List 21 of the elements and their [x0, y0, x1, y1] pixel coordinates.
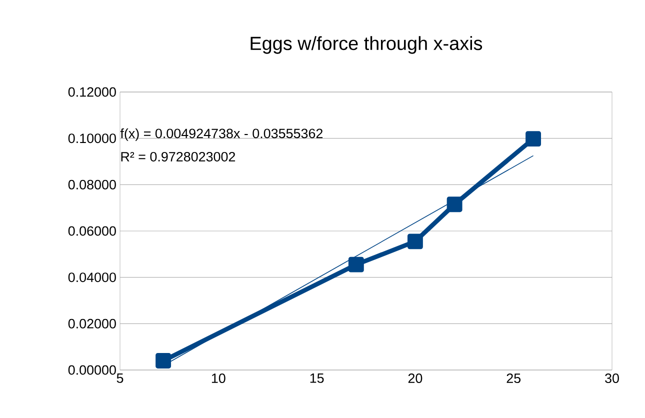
- annotation: f(x) = 0.004924738x - 0.03555362: [120, 128, 323, 141]
- x-tick-label: 30: [605, 374, 619, 384]
- y-tick-label: 0.10000: [68, 134, 116, 144]
- x-tick-label: 10: [212, 374, 226, 384]
- point: [156, 353, 172, 368]
- y-tick-label: 0.06000: [68, 226, 116, 236]
- y-tick-label: 0.12000: [68, 87, 116, 97]
- point: [407, 234, 423, 250]
- x-tick-label: 20: [408, 374, 422, 384]
- y-tick-label: 0.00000: [68, 365, 116, 375]
- y-tick-label: 0.04000: [68, 272, 116, 282]
- point: [526, 131, 542, 147]
- point: [446, 196, 462, 212]
- chart-title: Eggs w/force through x-axis: [250, 36, 482, 54]
- y-tick-label: 0.08000: [68, 180, 116, 190]
- point: [348, 256, 364, 272]
- y-tick-label: 0.02000: [68, 318, 116, 328]
- x-tick-label: 15: [310, 374, 324, 383]
- x-tick-label: 5: [116, 374, 124, 383]
- x-tick-label: 25: [506, 374, 521, 384]
- annotation: R² = 0.9728023002: [121, 152, 236, 162]
